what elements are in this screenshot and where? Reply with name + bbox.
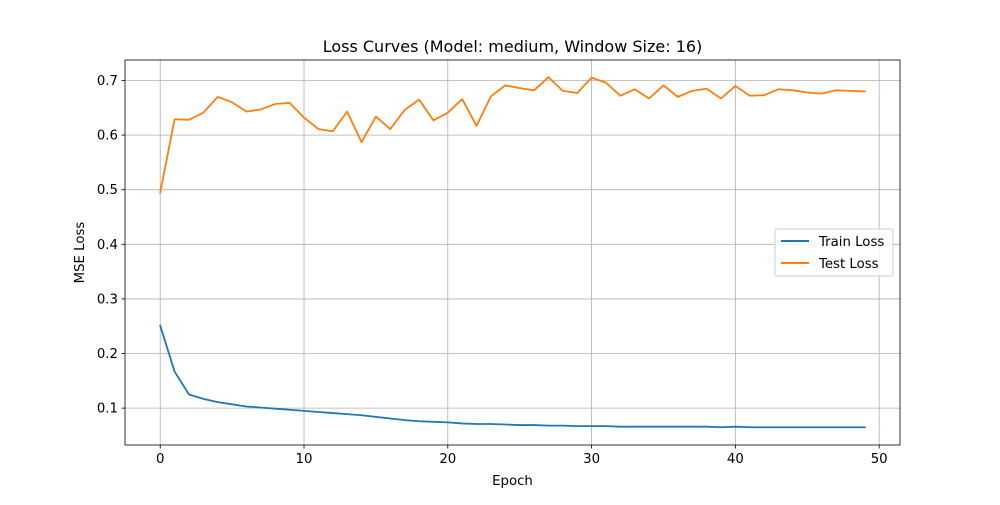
y-axis-label: MSE Loss bbox=[73, 222, 88, 284]
y-tick-label: 0.6 bbox=[97, 129, 118, 144]
y-tick-label: 0.7 bbox=[97, 74, 118, 89]
x-tick-label: 30 bbox=[583, 452, 600, 467]
x-tick-label: 40 bbox=[727, 452, 744, 467]
legend-label-test-loss: Test Loss bbox=[818, 257, 879, 272]
x-tick-label: 10 bbox=[296, 452, 313, 467]
x-tick-label: 0 bbox=[156, 452, 164, 467]
y-tick-label: 0.1 bbox=[97, 402, 118, 417]
chart-title: Loss Curves (Model: medium, Window Size:… bbox=[323, 37, 703, 56]
y-tick-label: 0.4 bbox=[97, 238, 118, 253]
y-tick-label: 0.3 bbox=[97, 292, 118, 307]
x-tick-label: 20 bbox=[439, 452, 456, 467]
x-axis-label: Epoch bbox=[492, 474, 533, 489]
legend-label-train-loss: Train Loss bbox=[818, 235, 884, 250]
y-tick-label: 0.2 bbox=[97, 347, 118, 362]
y-tick-label: 0.5 bbox=[97, 183, 118, 198]
x-tick-label: 50 bbox=[871, 452, 888, 467]
legend: Train Loss Test Loss bbox=[775, 229, 893, 276]
